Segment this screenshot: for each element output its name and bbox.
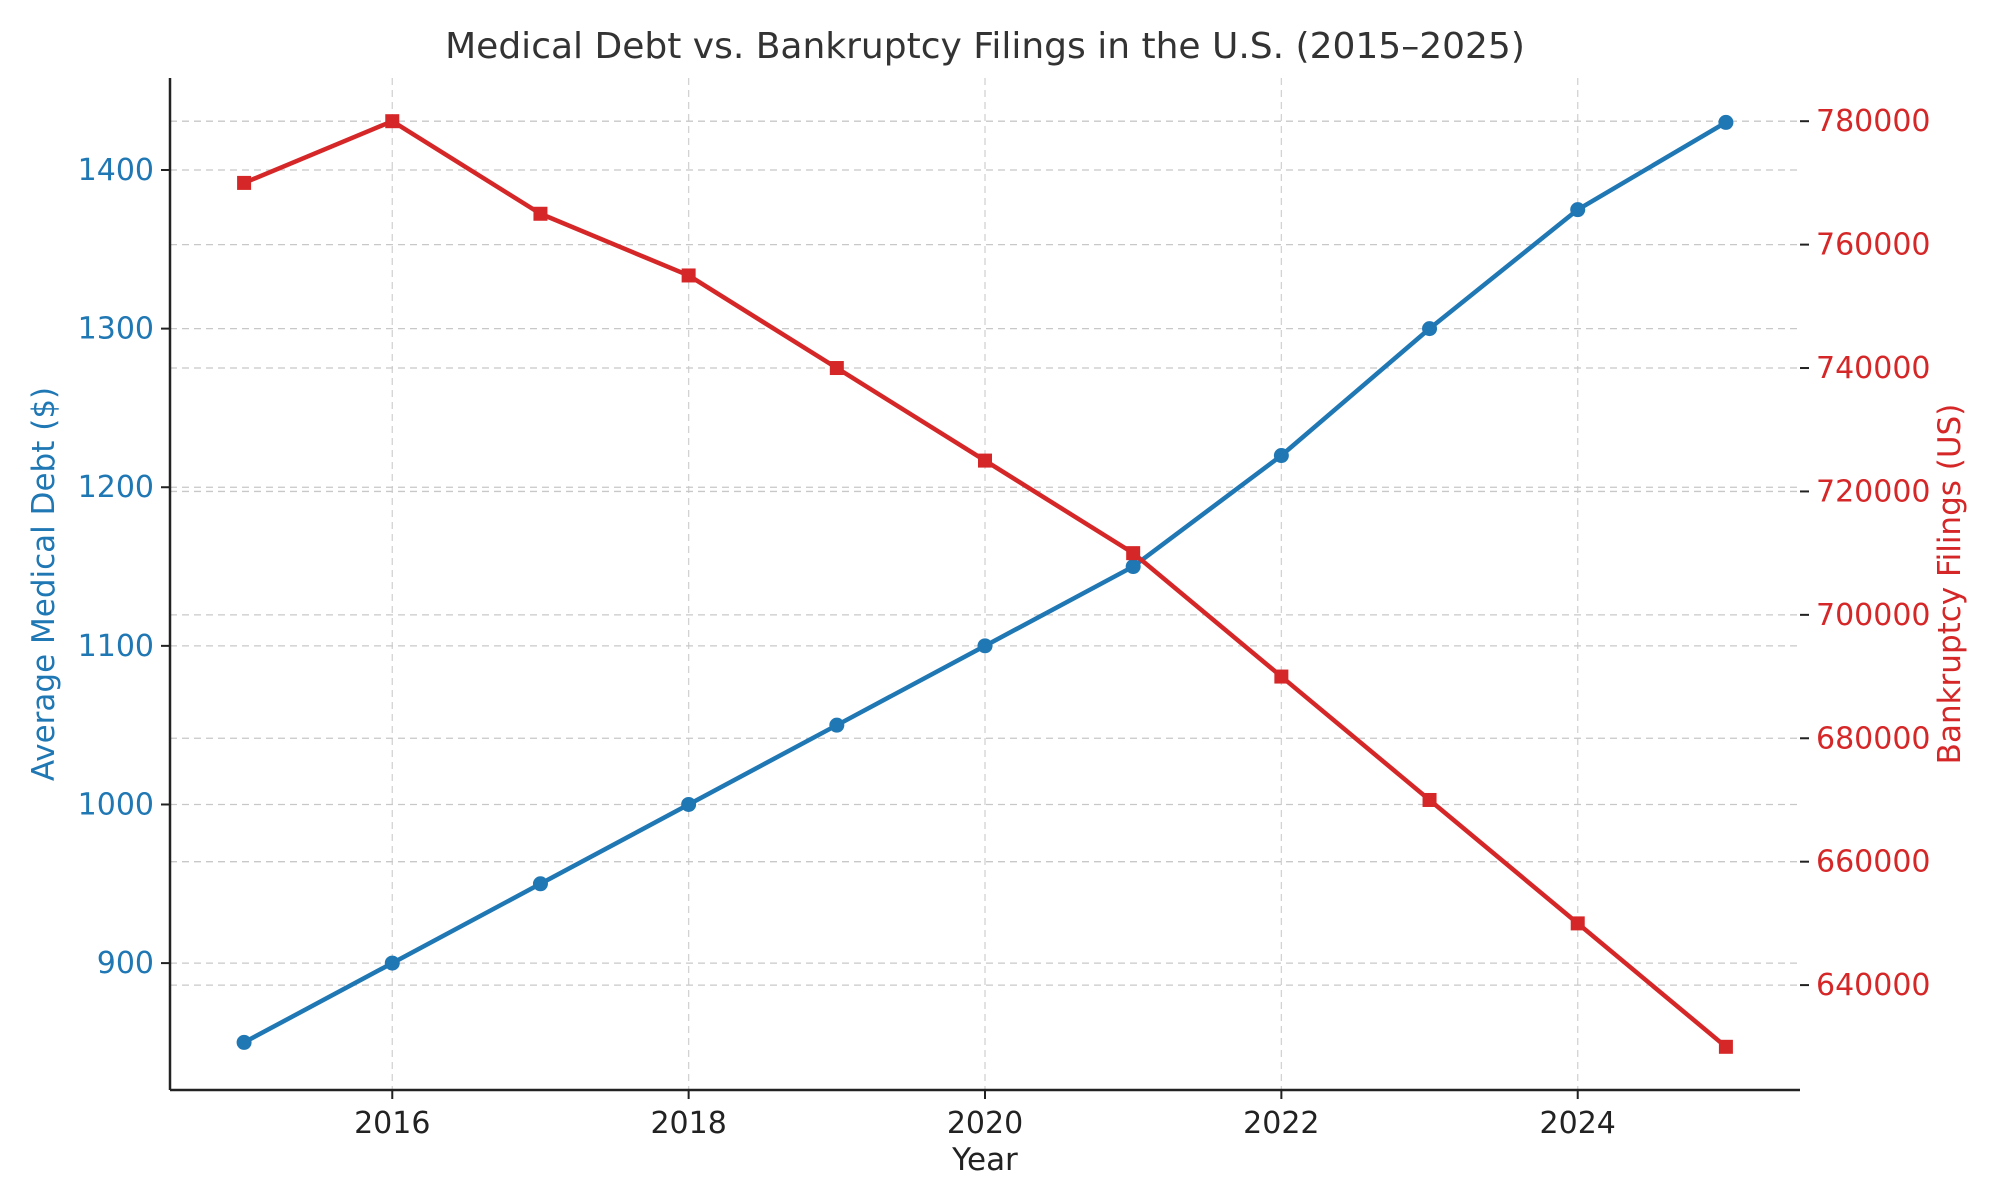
chart-title: Medical Debt vs. Bankruptcy Filings in t… (445, 26, 1525, 67)
x-axis-label: Year (951, 1142, 1018, 1178)
y-right-tick-label: 760000 (1816, 228, 1931, 263)
x-tick-label: 2018 (650, 1106, 726, 1141)
bankruptcy-filings-point (533, 206, 548, 221)
bankruptcy-filings-point (1274, 669, 1289, 684)
y-right-tick-label: 720000 (1816, 474, 1931, 509)
y-axis-right-label: Bankruptcy Filings (US) (1932, 404, 1968, 765)
y-right-tick-label: 740000 (1816, 351, 1931, 386)
medical-debt-point (829, 717, 845, 733)
medical-debt-point (1125, 559, 1141, 575)
y-right-tick-label: 780000 (1816, 104, 1931, 139)
medical-debt-point (1570, 202, 1586, 218)
series-layer (236, 114, 1734, 1054)
y-right-tick-label: 660000 (1816, 845, 1931, 880)
medical-debt-point (532, 876, 548, 892)
x-tick-label: 2022 (1243, 1106, 1319, 1141)
bankruptcy-filings-point (237, 175, 252, 190)
medical-debt-point (1422, 321, 1438, 337)
x-tick-label: 2020 (947, 1106, 1023, 1141)
y-left-tick-label: 1000 (78, 787, 154, 822)
grid-layer (170, 78, 1800, 1090)
y-right-tick-label: 700000 (1816, 598, 1931, 633)
medical-debt-point (681, 796, 697, 812)
medical-debt-point (384, 955, 400, 971)
bankruptcy-filings-point (978, 453, 992, 468)
medical-debt-point (1718, 114, 1734, 130)
bankruptcy-filings-point (681, 268, 696, 283)
bankruptcy-filings-point (1126, 546, 1141, 561)
bankruptcy-filings-point (385, 114, 400, 129)
y-left-tick-label: 1400 (78, 153, 154, 188)
y-left-tick-label: 900 (97, 946, 154, 981)
bankruptcy-filings-point (1718, 1039, 1733, 1054)
bankruptcy-filings-point (829, 361, 844, 376)
y-left-tick-label: 1200 (78, 470, 154, 505)
x-tick-label: 2016 (354, 1106, 430, 1141)
bankruptcy-filings-point (1422, 792, 1437, 807)
y-axis-left-label: Average Medical Debt ($) (26, 387, 62, 781)
y-right-tick-label: 640000 (1816, 968, 1931, 1003)
y-right-tick-label: 680000 (1816, 721, 1931, 756)
x-tick-label: 2024 (1540, 1106, 1616, 1141)
medical-debt-point (977, 638, 993, 654)
y-left-tick-label: 1300 (78, 312, 154, 347)
medical-debt-point (1273, 448, 1289, 464)
bankruptcy-filings-point (1570, 916, 1585, 931)
ticks-layer: 2016 2018 2020 2022 2024 900 1000 1100 1200 1300 1… (78, 104, 1931, 1141)
y-left-tick-label: 1100 (78, 629, 154, 664)
medical-debt-point (236, 1034, 252, 1050)
